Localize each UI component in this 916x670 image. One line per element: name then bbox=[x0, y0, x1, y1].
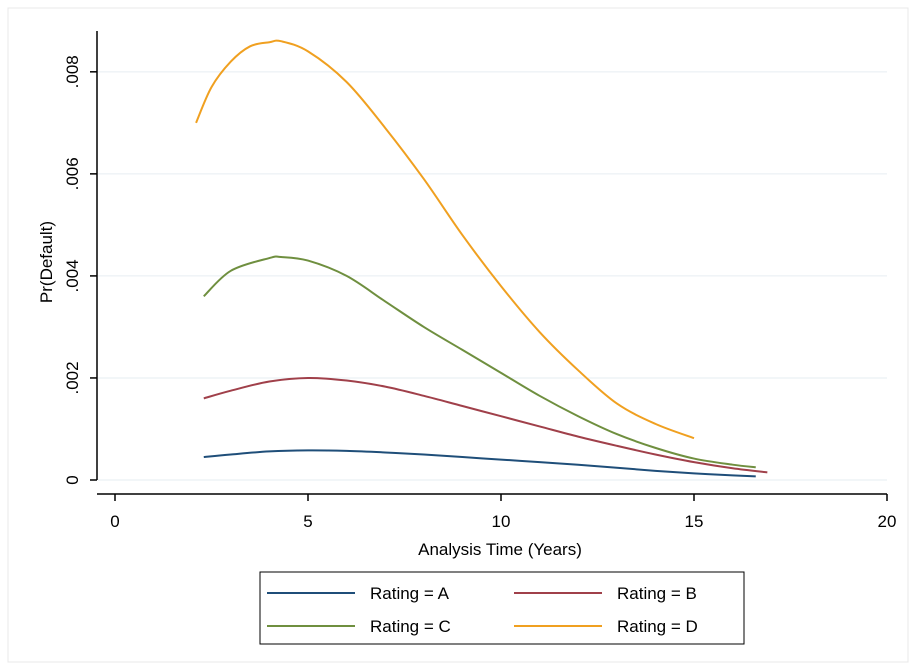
series-line-d bbox=[195, 39, 695, 440]
legend-label: Rating = C bbox=[370, 617, 451, 636]
x-ticks: 0 5 10 15 20 bbox=[110, 494, 896, 531]
series-line-b bbox=[203, 376, 768, 474]
y-tick-label: .002 bbox=[63, 361, 82, 394]
x-tick-label: 15 bbox=[685, 512, 704, 531]
series-lines bbox=[195, 39, 768, 478]
x-tick-label: 20 bbox=[878, 512, 897, 531]
series-line-c bbox=[203, 255, 756, 469]
y-axis-title: Pr(Default) bbox=[37, 221, 56, 303]
series-line-a bbox=[203, 449, 756, 478]
y-ticks: 0 .002 .004 .006 .008 bbox=[63, 55, 97, 485]
x-tick-label: 10 bbox=[492, 512, 511, 531]
x-tick-label: 0 bbox=[110, 512, 119, 531]
legend-label: Rating = B bbox=[617, 584, 697, 603]
x-axis-title: Analysis Time (Years) bbox=[418, 540, 582, 559]
legend-label: Rating = A bbox=[370, 584, 450, 603]
y-tick-label: .004 bbox=[63, 259, 82, 292]
y-tick-label: .006 bbox=[63, 157, 82, 190]
y-tick-label: .008 bbox=[63, 55, 82, 88]
y-tick-label: 0 bbox=[63, 475, 82, 484]
legend-box bbox=[259, 571, 745, 645]
legend: Rating = A Rating = B Rating = C Rating = D bbox=[259, 571, 745, 645]
legend-label: Rating = D bbox=[617, 617, 698, 636]
x-tick-label: 5 bbox=[303, 512, 312, 531]
figure-frame bbox=[7, 7, 909, 663]
